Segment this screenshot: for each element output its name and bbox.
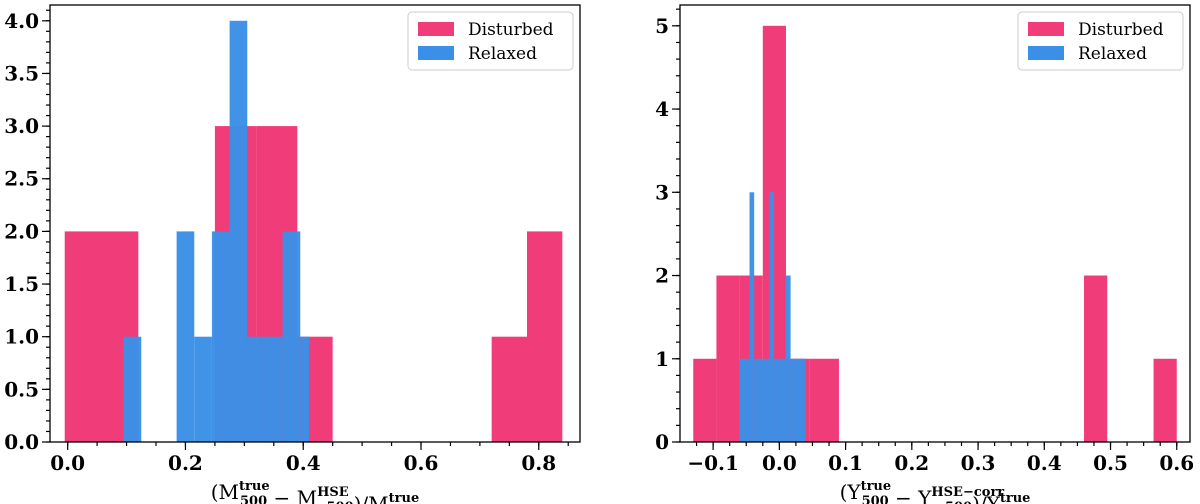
y-tick-label: 4.0 bbox=[4, 9, 39, 33]
x-tick-label: 0.8 bbox=[521, 451, 556, 475]
disturbed-bar bbox=[1153, 358, 1177, 442]
y-tick-label: 5 bbox=[655, 14, 669, 38]
relaxed-bar bbox=[229, 20, 248, 443]
disturbed-bar bbox=[491, 336, 527, 442]
y-tick-label: 3.0 bbox=[4, 114, 39, 138]
disturbed-bar bbox=[762, 25, 786, 443]
x-tick-label: 0.4 bbox=[1027, 451, 1062, 475]
relaxed-bar bbox=[282, 231, 301, 442]
chart-panel-1: 0.0 0.2 0.4 0.6 0.8 0.0 0.5 1.0 1.5 2.0 2.5 3.0 3.5 4… bbox=[4, 4, 581, 504]
legend-label-disturbed: Disturbed bbox=[468, 20, 554, 40]
legend-swatch-relaxed bbox=[418, 46, 454, 60]
plot-frame bbox=[679, 4, 1191, 443]
disturbed-bar bbox=[527, 231, 563, 442]
y-tick-label: 1.5 bbox=[4, 272, 39, 296]
relaxed-bar bbox=[264, 336, 283, 442]
legend-swatch-relaxed bbox=[1028, 46, 1064, 60]
y-tick-label: 1.0 bbox=[4, 325, 39, 349]
relaxed-bar bbox=[176, 231, 195, 442]
y-tick-label: 2.5 bbox=[4, 167, 39, 191]
x-tick-label: 0.6 bbox=[1159, 451, 1194, 475]
relaxed-bar bbox=[790, 358, 806, 442]
relaxed-bar bbox=[749, 192, 755, 442]
disturbed-bar bbox=[693, 358, 717, 442]
relaxed-bar bbox=[247, 336, 265, 442]
x-tick-label: 0.2 bbox=[894, 451, 929, 475]
x-tick-label: 0.4 bbox=[286, 451, 321, 475]
x-tick-label: 0.0 bbox=[762, 451, 797, 475]
legend: Disturbed Relaxed bbox=[1017, 11, 1184, 71]
disturbed-bar bbox=[1084, 275, 1108, 442]
legend-label-relaxed: Relaxed bbox=[468, 44, 537, 64]
disturbed-bar bbox=[64, 231, 103, 442]
y-tick-label: 2.0 bbox=[4, 219, 39, 243]
legend: Disturbed Relaxed bbox=[407, 11, 574, 71]
relaxed-bar bbox=[123, 336, 142, 442]
disturbed-bar bbox=[809, 358, 839, 442]
relaxed-bar bbox=[754, 358, 770, 442]
y-tick-label: 2 bbox=[655, 264, 669, 288]
x-tick-label: 0.0 bbox=[50, 451, 85, 475]
relaxed-bar bbox=[194, 336, 212, 442]
relaxed-bar bbox=[769, 192, 775, 442]
legend-swatch-disturbed bbox=[1028, 22, 1064, 36]
y-tick-label: 4 bbox=[655, 97, 669, 121]
x-tick-label: 0.3 bbox=[961, 451, 996, 475]
x-tick-label: 0.5 bbox=[1093, 451, 1128, 475]
relaxed-bar bbox=[211, 231, 230, 442]
plot-frame bbox=[49, 4, 581, 443]
y-tick-label: 3.5 bbox=[4, 61, 39, 85]
disturbed-bar bbox=[716, 275, 740, 442]
y-tick-label: 1 bbox=[655, 347, 669, 371]
x-tick-label: −0.1 bbox=[687, 451, 739, 475]
legend-label-disturbed: Disturbed bbox=[1078, 20, 1164, 40]
legend-label-relaxed: Relaxed bbox=[1078, 44, 1147, 64]
y-tick-label: 0.5 bbox=[4, 377, 39, 401]
x-tick-label: 0.2 bbox=[168, 451, 203, 475]
relaxed-bar bbox=[774, 358, 786, 442]
relaxed-bar bbox=[785, 275, 791, 442]
y-tick-label: 3 bbox=[655, 180, 669, 204]
y-tick-label: 0.0 bbox=[4, 430, 39, 454]
x-tick-label: 0.6 bbox=[404, 451, 439, 475]
x-tick-label: 0.1 bbox=[828, 451, 863, 475]
legend-swatch-disturbed bbox=[418, 22, 454, 36]
chart-panel-2: −0.1 0.0 0.1 0.2 0.3 0.4 0.5 0.6 0 1 2 3 4 5 (Ytrue 500… bbox=[655, 4, 1194, 504]
relaxed-bar bbox=[739, 358, 750, 442]
relaxed-bar bbox=[300, 336, 310, 442]
y-tick-label: 0 bbox=[655, 430, 669, 454]
